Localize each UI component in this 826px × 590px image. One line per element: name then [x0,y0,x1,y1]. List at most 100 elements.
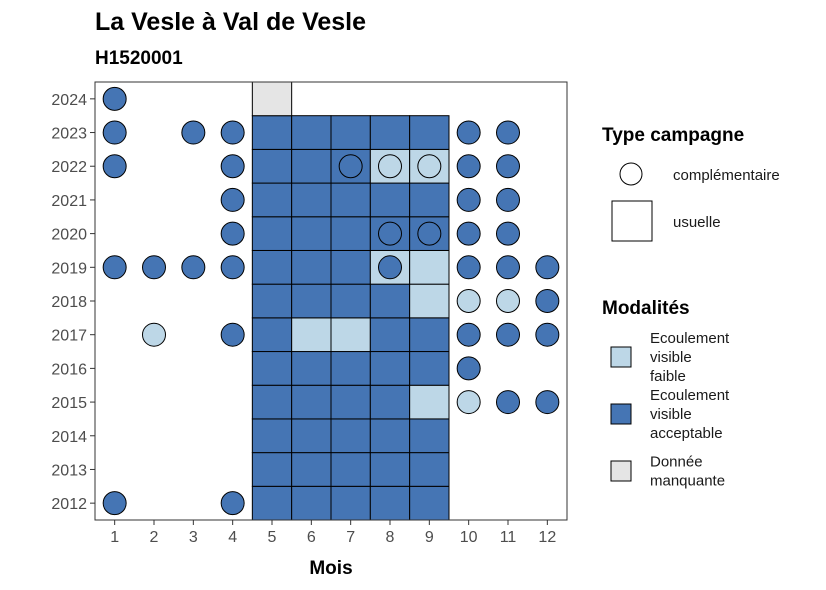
square-mark [409,182,450,218]
circle-mark [220,221,245,246]
square-mark [330,452,371,487]
square-mark [330,384,371,420]
circle-mark [220,255,245,280]
square-mark [330,216,371,251]
circle-mark [456,289,481,313]
square-mark [251,249,293,285]
square-mark [251,81,293,117]
square-mark [330,283,371,319]
circle-mark [535,390,560,415]
circle-mark [535,255,560,280]
legend-modalite-label-acceptable: Ecoulement [650,387,730,404]
square-mark [251,351,293,386]
circle-mark [417,221,442,246]
circle-mark [456,356,481,381]
y-tick-label: 2016 [51,361,87,378]
circle-mark [220,322,245,347]
square-mark [330,418,371,454]
square-mark [409,283,450,319]
y-tick-label: 2021 [51,193,87,210]
square-mark [251,148,293,184]
legend-square-icon [611,200,653,242]
circle-mark [378,221,402,246]
square-mark [369,384,411,420]
circle-mark [496,255,520,280]
x-tick-label: 5 [268,529,277,546]
square-marks [251,81,450,521]
y-tick-label: 2020 [51,227,87,244]
legend-modalites-title: Modalités [602,298,690,319]
circle-mark [456,187,481,212]
circle-mark [456,221,481,246]
circle-mark [102,255,127,280]
circle-mark [338,154,363,179]
square-mark [369,283,411,319]
circle-mark [456,154,481,179]
square-mark [251,452,293,487]
square-mark [369,418,411,454]
square-mark [251,317,293,353]
circle-mark [496,221,520,246]
circle-mark [496,322,520,347]
square-mark [291,249,332,285]
circle-mark [220,491,245,516]
square-mark [369,485,411,521]
square-mark [409,452,450,487]
legend-modalites-items: Ecoulement visible faible Ecoulement visible… [610,330,730,490]
square-mark [330,249,371,285]
chart-title: La Vesle à Val de Vesle [95,8,366,36]
y-tick-label: 2014 [51,429,87,446]
legend-swatch-acceptable [610,403,632,425]
legend-campagne-label-complementaire: complémentaire [673,167,780,184]
x-tick-label: 12 [538,529,556,546]
square-mark [251,216,293,251]
y-tick-label: 2022 [51,159,87,176]
y-tick-label: 2017 [51,328,87,345]
square-mark [291,148,332,184]
y-tick-label: 2023 [51,126,87,143]
circle-mark [496,187,520,212]
square-mark [291,452,332,487]
legend-modalite-label-acceptable: acceptable [650,425,723,442]
y-tick-label: 2024 [51,92,87,109]
square-mark [291,418,332,454]
circle-mark [456,120,481,145]
legend-circle-icon [619,162,643,186]
circle-mark [220,120,245,145]
circle-mark [181,255,206,280]
circle-mark [220,187,245,212]
legend-swatch-faible [610,346,632,368]
legend-swatch-manquante [610,460,632,482]
square-mark [409,115,450,150]
x-tick-label: 7 [346,529,355,546]
square-mark [291,351,332,386]
x-tick-label: 11 [500,529,517,546]
square-mark [251,418,293,454]
circle-mark [535,322,560,347]
circle-mark [142,255,166,280]
circle-mark [417,154,442,179]
square-mark [291,485,332,521]
square-mark [251,283,293,319]
y-tick-label: 2012 [51,496,87,513]
legend-modalite-label-manquante: Donnée [650,454,703,471]
circle-mark [102,491,127,516]
circle-mark [535,289,560,313]
circle-mark [496,390,520,415]
square-mark [291,283,332,319]
circle-mark [456,322,481,347]
square-mark [291,182,332,218]
square-mark [291,115,332,150]
circle-marks [102,86,560,516]
square-mark [369,452,411,487]
circle-mark [102,86,127,111]
circle-mark [456,255,481,280]
x-tick-label: 1 [110,529,119,546]
x-tick-label: 10 [460,529,478,546]
y-tick-label: 2019 [51,260,87,277]
square-mark [291,317,332,353]
square-mark [369,115,411,150]
x-axis-title: Mois [309,558,352,579]
square-mark [409,351,450,386]
